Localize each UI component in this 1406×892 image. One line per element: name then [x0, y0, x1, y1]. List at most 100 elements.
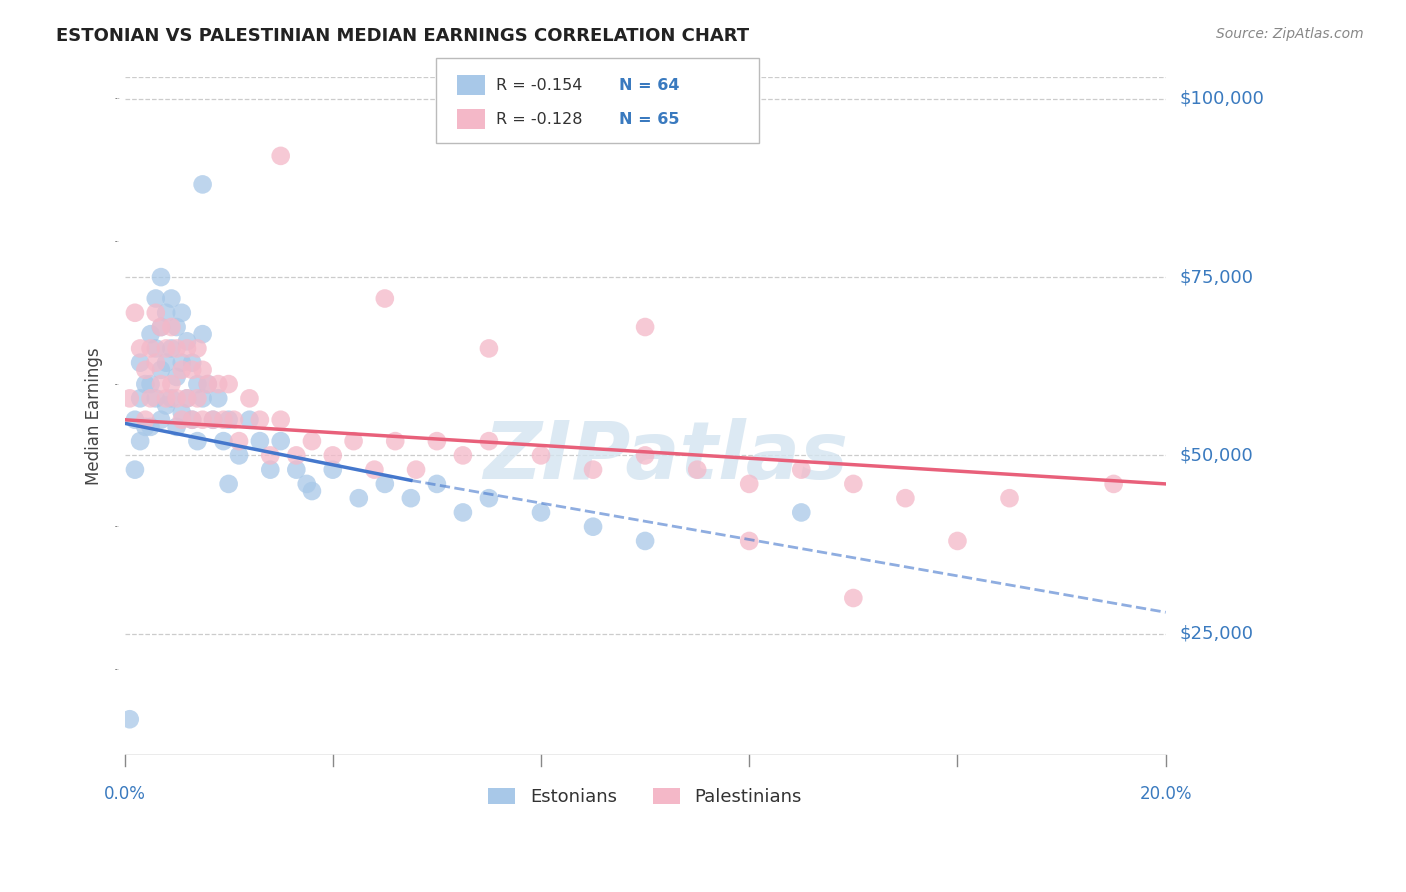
- Point: [212, 413, 235, 427]
- Point: [894, 491, 917, 505]
- Point: [202, 413, 225, 427]
- Y-axis label: Median Earnings: Median Earnings: [86, 347, 103, 485]
- Point: [634, 533, 657, 548]
- Point: [166, 320, 188, 334]
- Point: [170, 306, 193, 320]
- Point: [166, 392, 188, 406]
- Point: [160, 320, 183, 334]
- Point: [426, 434, 449, 449]
- Point: [374, 292, 396, 306]
- Point: [176, 392, 198, 406]
- Point: [582, 463, 605, 477]
- Point: [322, 449, 344, 463]
- Point: [155, 306, 177, 320]
- Point: [270, 413, 292, 427]
- Point: [129, 342, 152, 356]
- Point: [249, 434, 271, 449]
- Point: [207, 377, 229, 392]
- Point: [363, 463, 385, 477]
- Text: N = 65: N = 65: [619, 112, 679, 127]
- Point: [478, 434, 501, 449]
- Point: [186, 377, 208, 392]
- Point: [686, 463, 709, 477]
- Point: [160, 292, 183, 306]
- Point: [790, 505, 813, 519]
- Text: $100,000: $100,000: [1180, 90, 1264, 108]
- Point: [170, 413, 193, 427]
- Point: [285, 463, 308, 477]
- Point: [842, 591, 865, 605]
- Text: ZIPatlas: ZIPatlas: [484, 417, 848, 496]
- Point: [139, 392, 162, 406]
- Text: $50,000: $50,000: [1180, 446, 1253, 465]
- Point: [426, 477, 449, 491]
- Point: [451, 505, 474, 519]
- Text: R = -0.128: R = -0.128: [496, 112, 583, 127]
- Point: [118, 392, 141, 406]
- Point: [176, 342, 198, 356]
- Point: [149, 320, 172, 334]
- Point: [347, 491, 370, 505]
- Point: [134, 377, 156, 392]
- Point: [181, 363, 204, 377]
- Point: [222, 413, 245, 427]
- Point: [139, 420, 162, 434]
- Point: [191, 178, 214, 192]
- Point: [946, 533, 969, 548]
- Point: [186, 392, 208, 406]
- Point: [155, 356, 177, 370]
- Point: [322, 463, 344, 477]
- Text: R = -0.154: R = -0.154: [496, 78, 582, 93]
- Point: [478, 491, 501, 505]
- Point: [124, 306, 146, 320]
- Point: [170, 356, 193, 370]
- Point: [129, 392, 152, 406]
- Point: [530, 449, 553, 463]
- Point: [228, 449, 250, 463]
- Point: [181, 413, 204, 427]
- Point: [149, 270, 172, 285]
- Point: [191, 327, 214, 342]
- Point: [145, 356, 167, 370]
- Point: [166, 370, 188, 384]
- Point: [207, 392, 229, 406]
- Point: [197, 377, 219, 392]
- Text: $25,000: $25,000: [1180, 624, 1254, 642]
- Point: [149, 413, 172, 427]
- Point: [139, 377, 162, 392]
- Point: [218, 477, 240, 491]
- Point: [197, 377, 219, 392]
- Point: [186, 434, 208, 449]
- Point: [118, 712, 141, 726]
- Point: [134, 420, 156, 434]
- Point: [191, 413, 214, 427]
- Point: [155, 392, 177, 406]
- Point: [634, 320, 657, 334]
- Point: [149, 363, 172, 377]
- Text: ESTONIAN VS PALESTINIAN MEDIAN EARNINGS CORRELATION CHART: ESTONIAN VS PALESTINIAN MEDIAN EARNINGS …: [56, 27, 749, 45]
- Point: [202, 413, 225, 427]
- Point: [170, 406, 193, 420]
- Point: [160, 392, 183, 406]
- Text: 0.0%: 0.0%: [104, 786, 145, 804]
- Point: [270, 434, 292, 449]
- Point: [191, 363, 214, 377]
- Point: [238, 392, 260, 406]
- Legend: Estonians, Palestinians: Estonians, Palestinians: [481, 780, 808, 814]
- Point: [149, 377, 172, 392]
- Point: [160, 377, 183, 392]
- Point: [842, 477, 865, 491]
- Point: [176, 392, 198, 406]
- Point: [228, 434, 250, 449]
- Point: [124, 413, 146, 427]
- Point: [249, 413, 271, 427]
- Point: [134, 413, 156, 427]
- Point: [176, 334, 198, 349]
- Point: [301, 434, 323, 449]
- Point: [295, 477, 318, 491]
- Text: N = 64: N = 64: [619, 78, 679, 93]
- Text: 20.0%: 20.0%: [1139, 786, 1192, 804]
- Point: [270, 149, 292, 163]
- Point: [181, 356, 204, 370]
- Point: [530, 505, 553, 519]
